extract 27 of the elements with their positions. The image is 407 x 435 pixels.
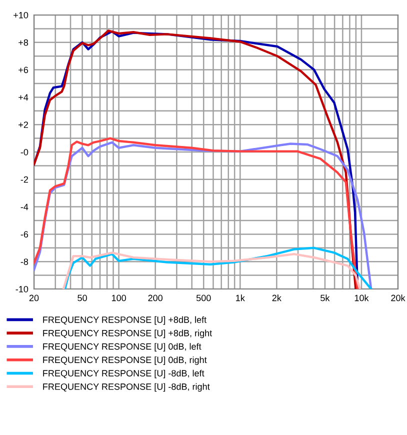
x-tick-label: 20 — [29, 294, 39, 302]
y-tick-label: -8 — [20, 258, 28, 265]
x-tick-label: 500 — [196, 294, 211, 302]
x-tick-label: 100 — [112, 294, 126, 302]
y-tick-label: -10 — [16, 286, 28, 292]
x-tick-label: 1k — [236, 294, 245, 302]
x-tick-label: 20k — [391, 294, 406, 302]
legend-label: FREQUENCY RESPONSE [U] +8dB, left — [43, 316, 207, 325]
x-tick-label: 50 — [78, 294, 87, 302]
y-tick-label: -2 — [20, 176, 28, 183]
x-tick-label: 2k — [272, 294, 282, 302]
y-tick-label: +6 — [18, 66, 28, 74]
x-tick-label: 5k — [320, 294, 330, 302]
x-tick-label: 200 — [148, 294, 163, 302]
y-tick-label: -6 — [20, 231, 28, 238]
y-tick-label: +2 — [18, 122, 28, 128]
x-tick-label: 10k — [354, 294, 369, 302]
y-tick-label: +4 — [18, 94, 28, 100]
legend-label: FREQUENCY RESPONSE [U] -8dB, right — [43, 383, 210, 392]
y-tick-label: -4 — [20, 204, 28, 210]
legend-label: FREQUENCY RESPONSE [U] 0dB, right — [43, 356, 207, 365]
y-tick-label: +8 — [18, 39, 28, 46]
y-tick-label: -0 — [20, 148, 28, 156]
y-tick-label: +10 — [14, 12, 28, 18]
legend-label: FREQUENCY RESPONSE [U] +8dB, right — [43, 330, 212, 338]
legend-label: FREQUENCY RESPONSE [U] 0dB, left — [43, 343, 202, 352]
legend-label: FREQUENCY RESPONSE [U] -8dB, left — [43, 370, 204, 378]
